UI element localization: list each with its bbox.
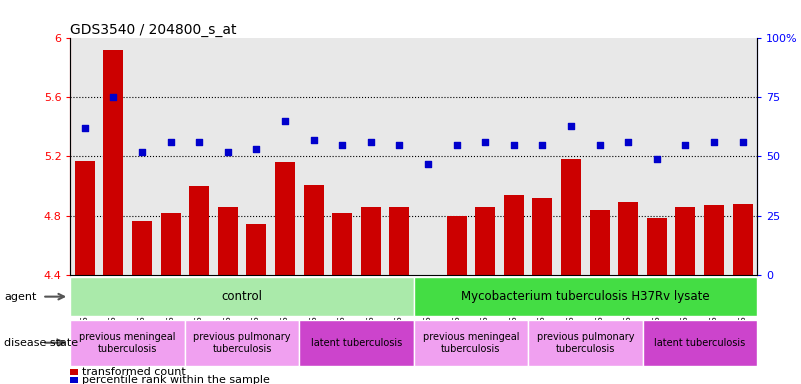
Bar — [300, 319, 413, 366]
Point — [707, 139, 720, 146]
Bar — [675, 207, 695, 275]
Bar — [70, 277, 413, 316]
Text: latent tuberculosis: latent tuberculosis — [311, 338, 402, 348]
Bar — [218, 207, 238, 275]
Point — [479, 139, 492, 146]
Point — [78, 125, 91, 131]
Point — [507, 142, 520, 148]
Text: previous pulmonary
tuberculosis: previous pulmonary tuberculosis — [193, 332, 291, 354]
Text: previous pulmonary
tuberculosis: previous pulmonary tuberculosis — [537, 332, 634, 354]
Bar — [413, 277, 757, 316]
Text: GDS3540 / 204800_s_at: GDS3540 / 204800_s_at — [70, 23, 237, 37]
Text: disease state: disease state — [4, 338, 78, 348]
Text: previous meningeal
tuberculosis: previous meningeal tuberculosis — [423, 332, 519, 354]
Bar — [413, 319, 528, 366]
Point — [736, 139, 749, 146]
Point — [164, 139, 177, 146]
Bar — [533, 198, 553, 275]
Bar — [275, 162, 295, 275]
Point — [336, 142, 348, 148]
Bar — [160, 213, 180, 275]
Point — [279, 118, 292, 124]
Bar — [561, 159, 581, 275]
Text: transformed count: transformed count — [82, 367, 185, 377]
Bar — [704, 205, 724, 275]
Point — [364, 139, 377, 146]
Bar — [247, 224, 267, 275]
Point — [193, 139, 206, 146]
Bar — [642, 319, 757, 366]
Bar — [70, 319, 185, 366]
Point — [308, 137, 320, 143]
Point — [622, 139, 634, 146]
Point — [250, 146, 263, 152]
Point — [393, 142, 406, 148]
Bar — [304, 185, 324, 275]
Text: percentile rank within the sample: percentile rank within the sample — [82, 375, 269, 384]
Bar — [590, 210, 610, 275]
Bar — [132, 222, 152, 275]
Text: latent tuberculosis: latent tuberculosis — [654, 338, 746, 348]
Point — [421, 161, 434, 167]
Point — [594, 142, 606, 148]
Bar — [618, 202, 638, 275]
Bar — [189, 186, 209, 275]
Point — [221, 149, 234, 155]
Bar — [647, 218, 667, 275]
Text: control: control — [222, 290, 263, 303]
Point — [565, 123, 578, 129]
Point — [679, 142, 692, 148]
Bar — [504, 195, 524, 275]
Point — [107, 94, 120, 101]
Bar — [70, 369, 78, 375]
Text: agent: agent — [4, 291, 36, 302]
Bar — [447, 215, 467, 275]
Text: previous meningeal
tuberculosis: previous meningeal tuberculosis — [79, 332, 176, 354]
Bar — [360, 207, 380, 275]
Bar — [103, 50, 123, 275]
Point — [536, 142, 549, 148]
Bar — [528, 319, 642, 366]
Bar — [475, 207, 495, 275]
Text: Mycobacterium tuberculosis H37Rv lysate: Mycobacterium tuberculosis H37Rv lysate — [461, 290, 710, 303]
Bar — [733, 204, 753, 275]
Point — [450, 142, 463, 148]
Point — [135, 149, 148, 155]
Bar — [389, 207, 409, 275]
Bar — [70, 377, 78, 383]
Bar — [74, 161, 95, 275]
Bar — [185, 319, 300, 366]
Bar — [332, 213, 352, 275]
Point — [650, 156, 663, 162]
